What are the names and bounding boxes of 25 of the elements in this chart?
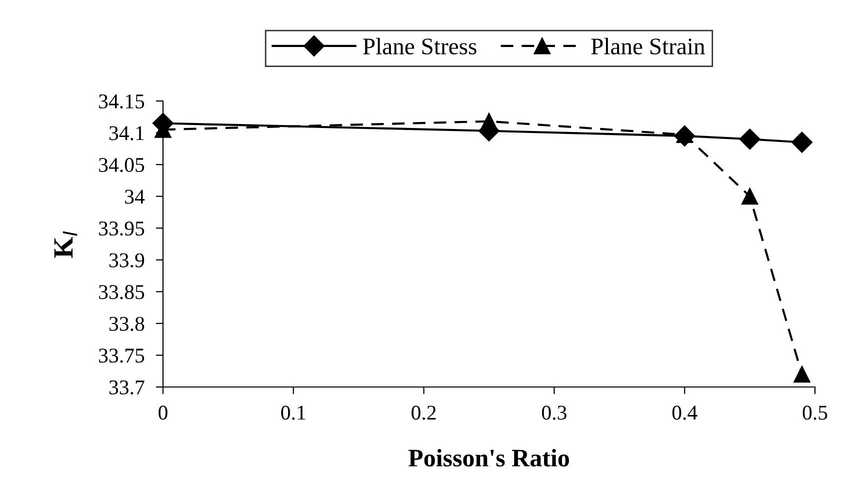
point xyxy=(794,366,810,383)
x-tick-label: 0.3 xyxy=(542,406,566,420)
point xyxy=(480,113,498,130)
x-axis-title: Poisson's Ratio xyxy=(408,448,569,467)
y-tick-label: 33.7 xyxy=(109,380,144,395)
legend-label: Plane Strain xyxy=(591,38,705,54)
y-tick-label: 33.75 xyxy=(99,348,144,363)
point xyxy=(739,128,760,150)
y-tick-label: 34.1 xyxy=(109,126,144,140)
y-tick-label: 34.05 xyxy=(99,158,144,172)
x-tick-label: 0 xyxy=(158,406,168,420)
x-tick-label: 0.4 xyxy=(672,406,698,420)
y-tick-label: 33.85 xyxy=(99,285,144,300)
point xyxy=(791,132,812,153)
y-tick-label: 33.8 xyxy=(109,316,144,331)
y-tick-label: 33.95 xyxy=(99,222,144,236)
x-tick-label: 0.1 xyxy=(281,406,306,420)
x-tick-label: 0.2 xyxy=(412,406,436,420)
y-tick-label: 34.15 xyxy=(99,94,144,109)
x-tick-label: 0.5 xyxy=(802,406,828,420)
y-axis-title: K$_{I}$ xyxy=(54,231,78,258)
y-tick-label: 34 xyxy=(125,190,145,204)
point xyxy=(741,188,758,205)
y-tick-label: 33.9 xyxy=(109,253,144,268)
legend-label: Plane Stress xyxy=(363,38,476,54)
